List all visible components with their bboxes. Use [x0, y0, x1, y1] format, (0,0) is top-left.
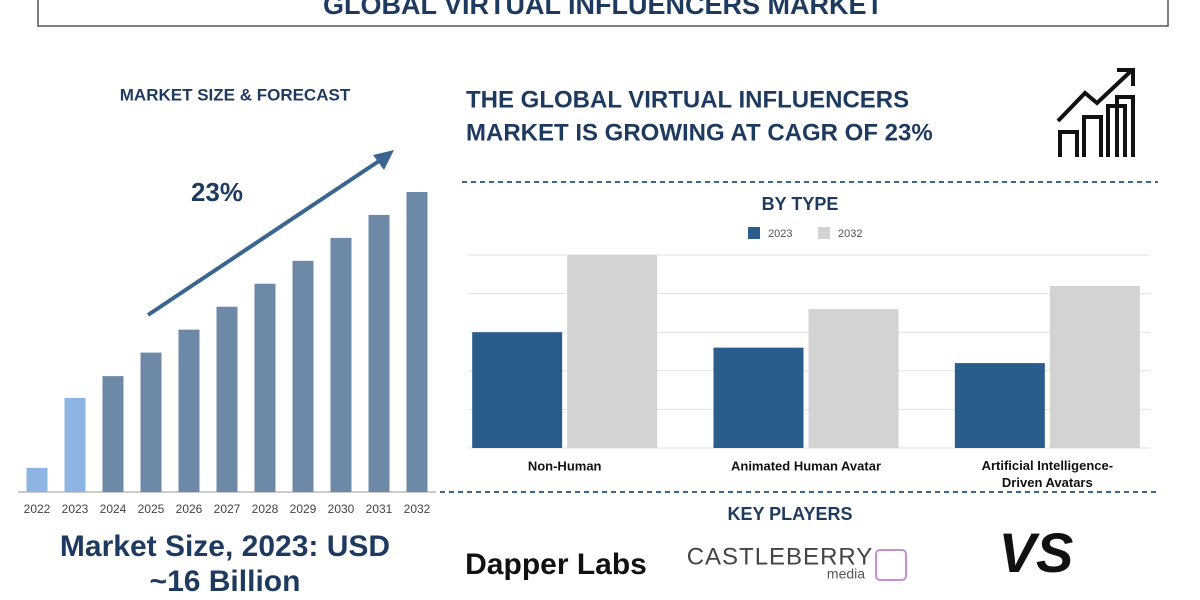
bar — [808, 309, 899, 448]
bar — [368, 214, 390, 493]
x-tick-label: Artificial Intelligence-Driven Avatars — [982, 458, 1113, 490]
legend-label: 2032 — [838, 228, 862, 240]
key-players-title: KEY PLAYERS — [727, 504, 852, 524]
bar — [713, 347, 804, 448]
bar — [567, 255, 658, 448]
x-tick-label: 2023 — [62, 502, 89, 516]
legend-swatch — [748, 227, 760, 239]
logo: Dapper Labs — [465, 548, 647, 581]
bar — [64, 397, 86, 492]
logo: VS — [999, 521, 1074, 584]
x-tick-label: 2027 — [214, 502, 241, 516]
x-tick-label: 2026 — [176, 502, 203, 516]
bar — [1049, 285, 1140, 448]
legend-label: 2023 — [768, 228, 792, 240]
bar — [406, 192, 428, 492]
bar — [254, 283, 276, 492]
growth-arrow — [146, 150, 394, 317]
headline: MARKET IS GROWING AT CAGR OF 23% — [466, 119, 933, 146]
bar — [330, 237, 352, 492]
x-tick-label: 2029 — [290, 502, 317, 516]
growth-icon — [1056, 68, 1135, 157]
logo-icon — [875, 549, 907, 581]
header-title: GLOBAL VIRTUAL INFLUENCERS MARKET — [323, 0, 884, 20]
logo: media — [827, 566, 865, 582]
growth-annotation: 23% — [191, 177, 243, 207]
x-tick-label: 2031 — [366, 502, 393, 516]
bar — [472, 332, 563, 448]
bar — [26, 467, 48, 492]
bar — [292, 260, 314, 492]
x-tick-label: 2022 — [24, 502, 51, 516]
left-chart-title: MARKET SIZE & FORECAST — [120, 85, 351, 104]
x-tick-label: 2030 — [328, 502, 355, 516]
bar — [216, 306, 238, 492]
x-tick-label: Animated Human Avatar — [731, 458, 881, 473]
right-chart-title: BY TYPE — [762, 194, 839, 214]
bar — [954, 363, 1045, 448]
x-tick-label: 2025 — [138, 502, 165, 516]
header-box — [37, 0, 1169, 27]
x-tick-label: Non-Human — [528, 458, 602, 473]
x-tick-label: 2032 — [404, 502, 431, 516]
bar — [178, 329, 200, 492]
bar — [140, 352, 162, 492]
legend-swatch — [818, 227, 830, 239]
market-size: ~16 Billion — [150, 565, 301, 598]
headline: THE GLOBAL VIRTUAL INFLUENCERS — [466, 86, 909, 113]
x-tick-label: 2024 — [100, 502, 127, 516]
market-size: Market Size, 2023: USD — [60, 530, 390, 563]
bar — [102, 376, 124, 492]
logo: CASTLEBERRY — [687, 543, 874, 570]
x-tick-label: 2028 — [252, 502, 279, 516]
